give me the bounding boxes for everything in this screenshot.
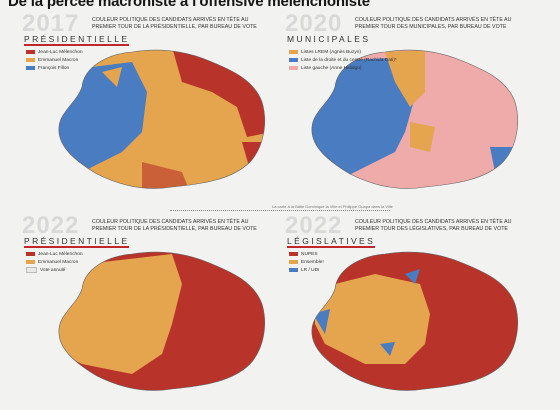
legend-item: Jean-Luc Mélenchon (26, 48, 83, 56)
legend-item: François Fillon (26, 64, 83, 72)
panel-description: Couleur politique des candidats arrivés … (92, 17, 257, 30)
panel-election-kind: PRÉSIDENTIELLE (24, 34, 130, 46)
legend-swatch (26, 267, 37, 273)
legend-swatch (26, 260, 35, 264)
panel-election-kind: MUNICIPALES (287, 34, 371, 44)
map-legend: Listes LREM (Agnès Buzyn) Liste de la dr… (289, 48, 397, 72)
panel-election-kind: PRÉSIDENTIELLE (24, 236, 130, 248)
map-panel-2017-presidentielle: 2017 PRÉSIDENTIELLE Couleur politique de… (22, 10, 284, 208)
legend-item: Liste gauche (Anne Hidalgo) (289, 64, 397, 72)
panel-election-kind: LÉGISLATIVES (287, 236, 376, 248)
legend-item: Listes LREM (Agnès Buzyn) (289, 48, 397, 56)
map-legend: NUPES Ensemble! LR / UDI (289, 250, 324, 274)
legend-item: Ensemble! (289, 258, 324, 266)
paris-map-2020 (311, 49, 518, 189)
legend-swatch (289, 268, 298, 272)
legend-swatch (26, 50, 35, 54)
panel-year: 2022 (22, 212, 80, 239)
legend-item: Liste de la droite et du centre (Rachida… (289, 56, 397, 64)
legend-swatch (289, 58, 298, 62)
panel-description: Couleur politique des candidats arrivés … (355, 17, 512, 30)
legend-item: Emmanuel Macron (26, 56, 83, 64)
paris-map-2022-presidentielle (58, 251, 265, 391)
panel-year: 2020 (285, 10, 343, 37)
panel-year: 2022 (285, 212, 343, 239)
page-title: De la percée macroniste à l'offensive mé… (8, 0, 370, 10)
legend-swatch (289, 66, 298, 70)
map-panel-2022-legislatives: 2022 LÉGISLATIVES Couleur politique des … (285, 212, 547, 410)
panel-description: Couleur politique des candidats arrivés … (355, 219, 512, 232)
paris-map-2017 (58, 49, 265, 189)
paris-map-2022-legislatives (311, 251, 518, 391)
legend-item: Vote annulé (26, 266, 83, 274)
panel-description: Couleur politique des candidats arrivés … (92, 219, 257, 232)
map-legend: Jean-Luc Mélenchon Emmanuel Macron Franç… (26, 48, 83, 72)
legend-swatch (26, 58, 35, 62)
legend-item: Jean-Luc Mélenchon (26, 250, 83, 258)
map-panel-2022-presidentielle: 2022 PRÉSIDENTIELLE Couleur politique de… (22, 212, 284, 410)
legend-item: LR / UDI (289, 266, 324, 274)
map-credit: La carte à la Bâtie Dominique la Ville e… (272, 204, 393, 209)
legend-swatch (289, 260, 298, 264)
legend-item: NUPES (289, 250, 324, 258)
legend-swatch (26, 66, 35, 70)
panel-year: 2017 (22, 10, 80, 37)
map-legend: Jean-Luc Mélenchon Emmanuel Macron Vote … (26, 250, 83, 274)
legend-item: Emmanuel Macron (26, 258, 83, 266)
divider (170, 210, 390, 211)
legend-swatch (26, 252, 35, 256)
legend-swatch (289, 50, 298, 54)
legend-swatch (289, 252, 298, 256)
map-panel-2020-municipales: 2020 MUNICIPALES Couleur politique des c… (285, 10, 547, 208)
